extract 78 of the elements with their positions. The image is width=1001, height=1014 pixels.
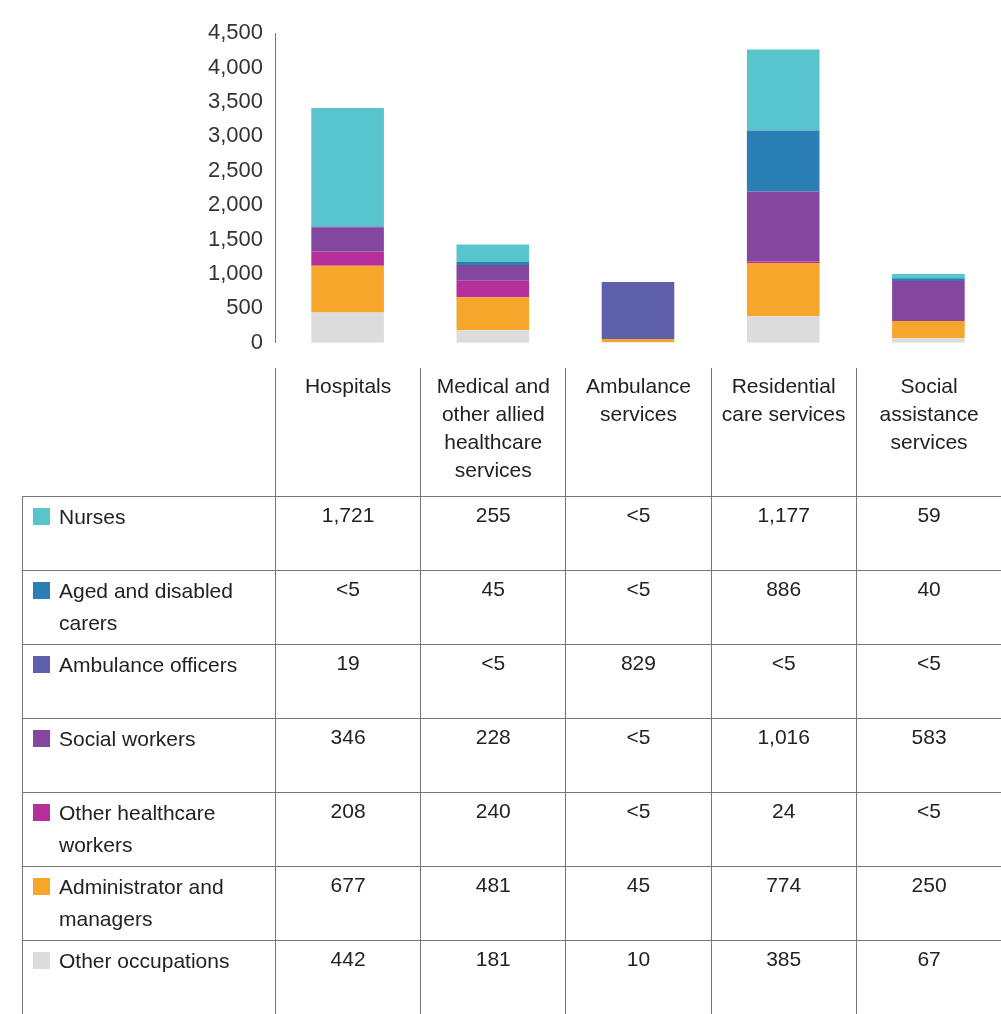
data-label: 481 [420, 866, 566, 940]
data-label: 1,016 [711, 718, 857, 792]
data-label: 45 [420, 570, 566, 644]
data-label: 208 [275, 792, 421, 866]
data-label: 19 [275, 644, 421, 718]
bar [456, 265, 530, 281]
bar [892, 320, 965, 339]
y-tick-label: 4,500 [207, 19, 263, 45]
data-label: 677 [275, 866, 421, 940]
y-tick-label: 1,000 [207, 260, 263, 286]
y-tick-label: 4,000 [207, 53, 263, 79]
bar [892, 274, 965, 279]
bar [746, 263, 820, 317]
bar [311, 312, 384, 343]
data-label: 829 [565, 644, 712, 718]
data-label: 45 [565, 866, 712, 940]
legend-label: Social workers [59, 725, 196, 752]
data-label: 346 [275, 718, 421, 792]
bar [746, 191, 820, 262]
legend-label: Administrator and managers [59, 873, 225, 932]
data-label: 250 [856, 866, 1001, 940]
bar [456, 244, 530, 262]
data-label: 59 [856, 496, 1001, 570]
y-tick-label: 3,000 [207, 122, 263, 148]
legend-label: Nurses [59, 503, 126, 530]
x-tick-label: Social assistance services [856, 368, 1001, 496]
data-label: 40 [856, 570, 1001, 644]
text: <5 [481, 650, 506, 674]
y-tick-label: 0 [250, 328, 263, 354]
bar [311, 227, 384, 252]
bar [456, 261, 530, 266]
data-label: 67 [856, 940, 1001, 1014]
data-label: 442 [275, 940, 421, 1014]
data-label: 583 [856, 718, 1001, 792]
bar [892, 280, 965, 321]
data-label: 886 [711, 570, 857, 644]
text: <5 [336, 576, 361, 600]
data-label: 385 [711, 940, 857, 1014]
y-tick-label: 2,500 [207, 156, 263, 182]
bar [456, 280, 530, 298]
text: <5 [626, 798, 651, 822]
text: <5 [626, 576, 651, 600]
legend-label: Other occupations [59, 947, 230, 974]
x-tick-label: Hospitals [275, 368, 421, 496]
data-label: 774 [711, 866, 857, 940]
y-tick-label: 2,000 [207, 191, 263, 217]
text: <5 [917, 798, 942, 822]
text: <5 [626, 724, 651, 748]
x-tick-label: Ambulance services [565, 368, 712, 496]
x-tick-label: Medical and other allied healthcare services [420, 368, 566, 496]
bar [892, 278, 965, 281]
legend-label: Aged and disabled carers [59, 577, 234, 636]
bar [311, 107, 384, 227]
text: <5 [771, 650, 796, 674]
y-tick-label: 3,500 [207, 88, 263, 114]
bar [746, 130, 820, 192]
bar [311, 251, 384, 266]
bar [746, 49, 820, 131]
bar [311, 265, 384, 313]
bar [601, 281, 675, 340]
data-label: 181 [420, 940, 566, 1014]
bar [456, 297, 530, 331]
data-label: 240 [420, 792, 566, 866]
y-tick-label: 500 [226, 294, 263, 320]
bar [746, 316, 820, 343]
data-label: 10 [565, 940, 712, 1014]
data-label: 24 [711, 792, 857, 866]
x-tick-label: Residential care services [711, 368, 857, 496]
text: <5 [626, 502, 651, 526]
legend-label: Other healthcare workers [59, 799, 217, 858]
data-label: 1,177 [711, 496, 857, 570]
y-tick-label: 1,500 [207, 225, 263, 251]
bar [456, 330, 530, 343]
data-label: 228 [420, 718, 566, 792]
legend-label: Ambulance officers [59, 651, 238, 678]
data-label: 255 [420, 496, 566, 570]
data-label: 1,721 [275, 496, 421, 570]
text: <5 [917, 650, 942, 674]
